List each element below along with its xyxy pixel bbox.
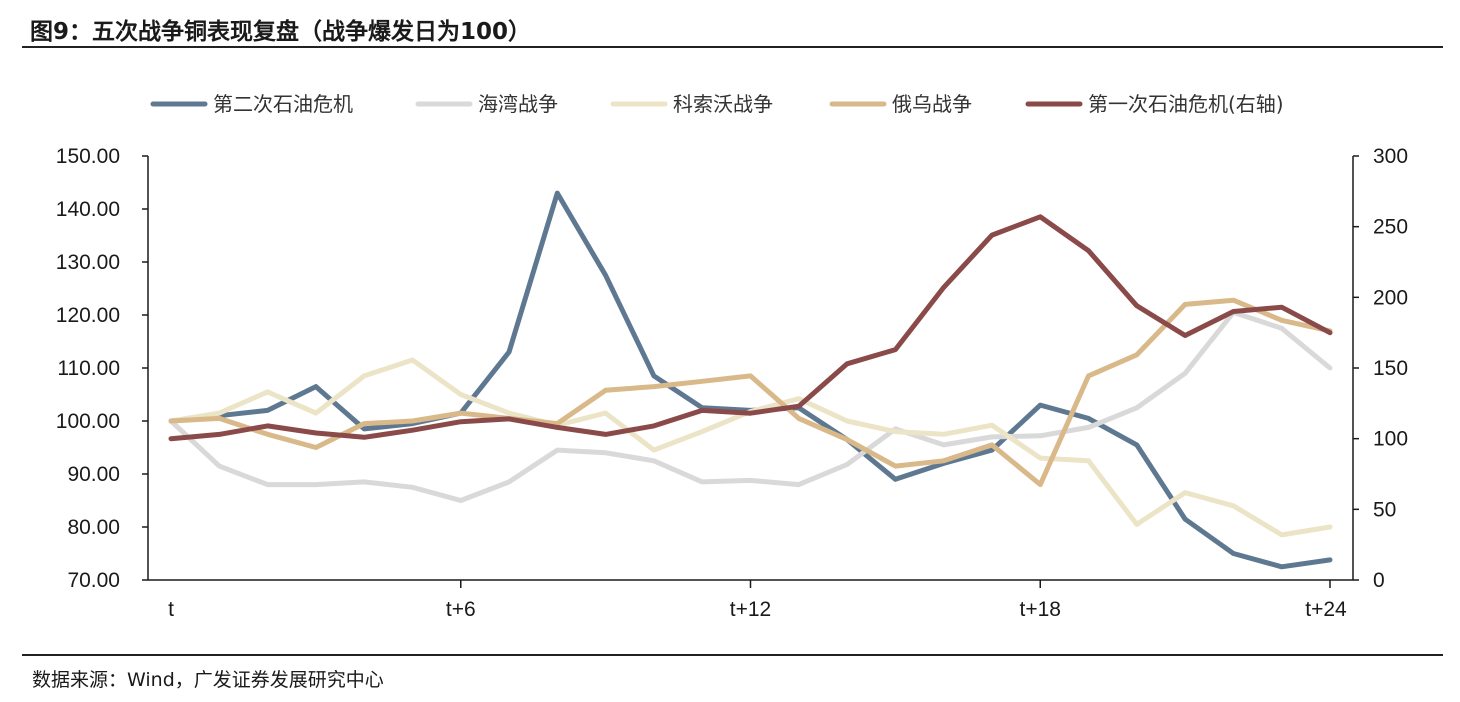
title-divider	[22, 46, 1443, 48]
axes: 150.00 140.00 130.00 120.00 110.00 100.00 90.0…	[56, 145, 1408, 621]
line-chart: 第二次石油危机 海湾战争 科索沃战争 俄乌战争 第一次石油危机(右轴) 150.00 14…	[56, 92, 1408, 621]
left-axis-tick-label: 70.00	[67, 569, 120, 592]
right-axis-tick-label: 200	[1373, 286, 1408, 309]
right-axis-tick-label: 50	[1373, 498, 1396, 521]
x-axis-tick-label: t+12	[730, 598, 771, 621]
footer-divider	[22, 654, 1443, 656]
series-line	[168, 357, 1333, 538]
legend-label: 科索沃战争	[673, 92, 773, 116]
left-axis-tick-label: 140.00	[56, 198, 120, 221]
chart-title: 图9：五次战争铜表现复盘（战争爆发日为100）	[30, 19, 532, 45]
x-axis-tick-label: t+18	[1020, 598, 1061, 621]
legend-label: 海湾战争	[478, 92, 558, 116]
legend-label: 第一次石油危机(右轴)	[1088, 92, 1284, 116]
right-axis-tick-label: 0	[1373, 569, 1385, 592]
legend-label: 俄乌战争	[892, 92, 972, 116]
legend-label: 第二次石油危机	[213, 92, 353, 116]
x-axis-tick-label: t+6	[446, 598, 476, 621]
left-axis-tick-label: 120.00	[56, 304, 120, 327]
left-axis-tick-label: 110.00	[57, 357, 120, 380]
left-axis-tick-label: 130.00	[56, 251, 120, 274]
x-axis-tick-label: t	[168, 598, 174, 621]
series-line	[168, 214, 1333, 442]
right-axis-tick-label: 100	[1373, 428, 1408, 451]
legend: 第二次石油危机 海湾战争 科索沃战争 俄乌战争 第一次石油危机(右轴)	[150, 92, 1284, 116]
right-axis-tick-label: 150	[1373, 357, 1408, 380]
left-axis-tick-label: 100.00	[56, 410, 120, 433]
right-axis-tick-label: 300	[1373, 145, 1408, 168]
series-line	[168, 297, 1333, 488]
left-axis-tick-label: 150.00	[56, 145, 120, 168]
source-note: 数据来源：Wind，广发证券发展研究中心	[32, 669, 384, 691]
series-lines	[168, 190, 1333, 570]
series-line	[168, 309, 1333, 503]
x-axis-tick-label: t+24	[1305, 598, 1347, 621]
left-axis-tick-label: 90.00	[67, 463, 120, 486]
right-axis-tick-label: 250	[1373, 216, 1408, 239]
left-axis-tick-label: 80.00	[67, 516, 120, 539]
